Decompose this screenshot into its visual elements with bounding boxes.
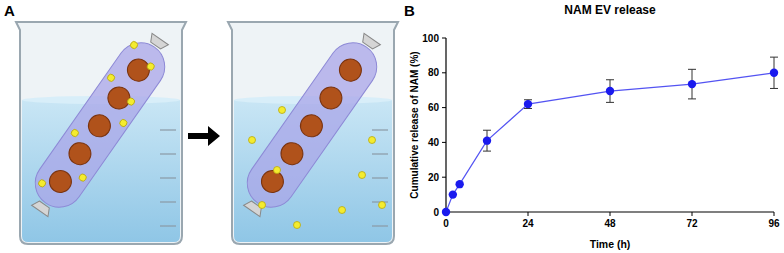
- y-tick: [442, 177, 446, 178]
- x-tick-label: 72: [686, 218, 698, 229]
- error-bar: [606, 80, 614, 103]
- data-point: [606, 87, 614, 95]
- nam-molecule: [106, 73, 116, 83]
- bag-membrane: [26, 33, 174, 216]
- x-tick-label: 24: [522, 218, 534, 229]
- graduation: [372, 177, 388, 178]
- nam-molecule: [294, 222, 301, 229]
- x-axis-label: Time (h): [590, 238, 631, 250]
- nam-molecule: [118, 118, 128, 128]
- graduation: [372, 153, 388, 154]
- y-tick: [442, 142, 446, 143]
- beaker-glass: [16, 22, 186, 244]
- panel-label: A: [4, 2, 15, 19]
- nam-molecule: [126, 97, 136, 107]
- x-tick: [774, 212, 775, 216]
- nam-molecule: [379, 202, 386, 209]
- y-tick-label: 80: [428, 67, 440, 78]
- arrow: [188, 126, 220, 146]
- ev-particle: [335, 55, 366, 86]
- x-tick-label: 48: [604, 218, 616, 229]
- ev-particle: [277, 138, 308, 169]
- beaker-illustration: [228, 22, 398, 244]
- y-tick: [442, 72, 446, 73]
- x-tick: [692, 212, 693, 216]
- nam-molecule: [78, 173, 88, 183]
- graduation: [372, 129, 388, 130]
- plot-area: [442, 57, 778, 216]
- error-cap: [606, 102, 614, 103]
- y-tick-label: 100: [422, 33, 439, 44]
- series-line: [446, 73, 774, 212]
- bag-membrane: [238, 33, 386, 216]
- y-tick-label: 40: [428, 137, 440, 148]
- graduation: [160, 153, 176, 154]
- nam-molecule: [339, 207, 346, 214]
- data-point: [455, 180, 463, 188]
- error-bar: [688, 69, 696, 99]
- error-cap: [483, 130, 491, 131]
- ev-particle: [123, 55, 154, 86]
- data-point: [688, 80, 696, 88]
- ev-particle: [316, 83, 347, 114]
- y-tick: [442, 38, 446, 39]
- error-bar: [524, 100, 532, 109]
- chart-title: NAM EV release: [564, 3, 656, 17]
- nam-molecule: [359, 172, 366, 179]
- ev-particle: [65, 138, 96, 169]
- panel-label: B: [404, 2, 415, 19]
- x-tick-label: 0: [443, 218, 449, 229]
- clip: [244, 199, 265, 217]
- y-tick-label: 60: [428, 102, 440, 113]
- x-tick-label: 96: [768, 218, 780, 229]
- beaker-illustration: [16, 22, 186, 244]
- data-point: [449, 190, 457, 198]
- error-cap: [606, 79, 614, 80]
- ev-particle: [257, 166, 288, 197]
- beaker-glass: [228, 22, 398, 244]
- nam-molecule: [37, 178, 47, 188]
- y-tick-label: 20: [428, 172, 440, 183]
- nam-molecule: [146, 62, 156, 72]
- graduation: [160, 129, 176, 130]
- axes: 0 20 40 60 80 100 0 24 48 72 96: [422, 33, 780, 230]
- ev-particle: [45, 166, 76, 197]
- error-bar: [483, 130, 491, 151]
- nam-molecule: [274, 167, 281, 174]
- nam-molecule: [259, 202, 266, 209]
- y-tick-label: 0: [433, 207, 439, 218]
- error-cap: [483, 151, 491, 152]
- y-axis-label: Cumulative release of NAM (%): [409, 51, 420, 198]
- error-cap: [688, 98, 696, 99]
- graduation: [372, 225, 388, 226]
- nam-molecule: [129, 40, 139, 50]
- graduation: [160, 201, 176, 202]
- data-point: [483, 136, 491, 144]
- nam-molecule: [369, 137, 376, 144]
- ev-particle: [296, 110, 327, 141]
- y-axis: [445, 38, 446, 212]
- nam-molecule: [249, 137, 256, 144]
- y-tick: [442, 107, 446, 108]
- error-cap: [688, 69, 696, 70]
- data-point: [770, 69, 778, 77]
- data-point: [524, 100, 532, 108]
- nam-molecule: [70, 128, 80, 138]
- nam-molecule: [279, 107, 286, 114]
- data-point: [442, 208, 450, 216]
- dialysis-bag: [232, 25, 392, 225]
- error-bar: [770, 57, 778, 88]
- error-cap: [770, 57, 778, 58]
- x-tick: [528, 212, 529, 216]
- error-cap: [770, 88, 778, 89]
- dialysis-bag: [20, 25, 180, 225]
- graduation: [160, 177, 176, 178]
- graduation: [160, 225, 176, 226]
- x-tick: [610, 212, 611, 216]
- ev-particle: [84, 110, 115, 141]
